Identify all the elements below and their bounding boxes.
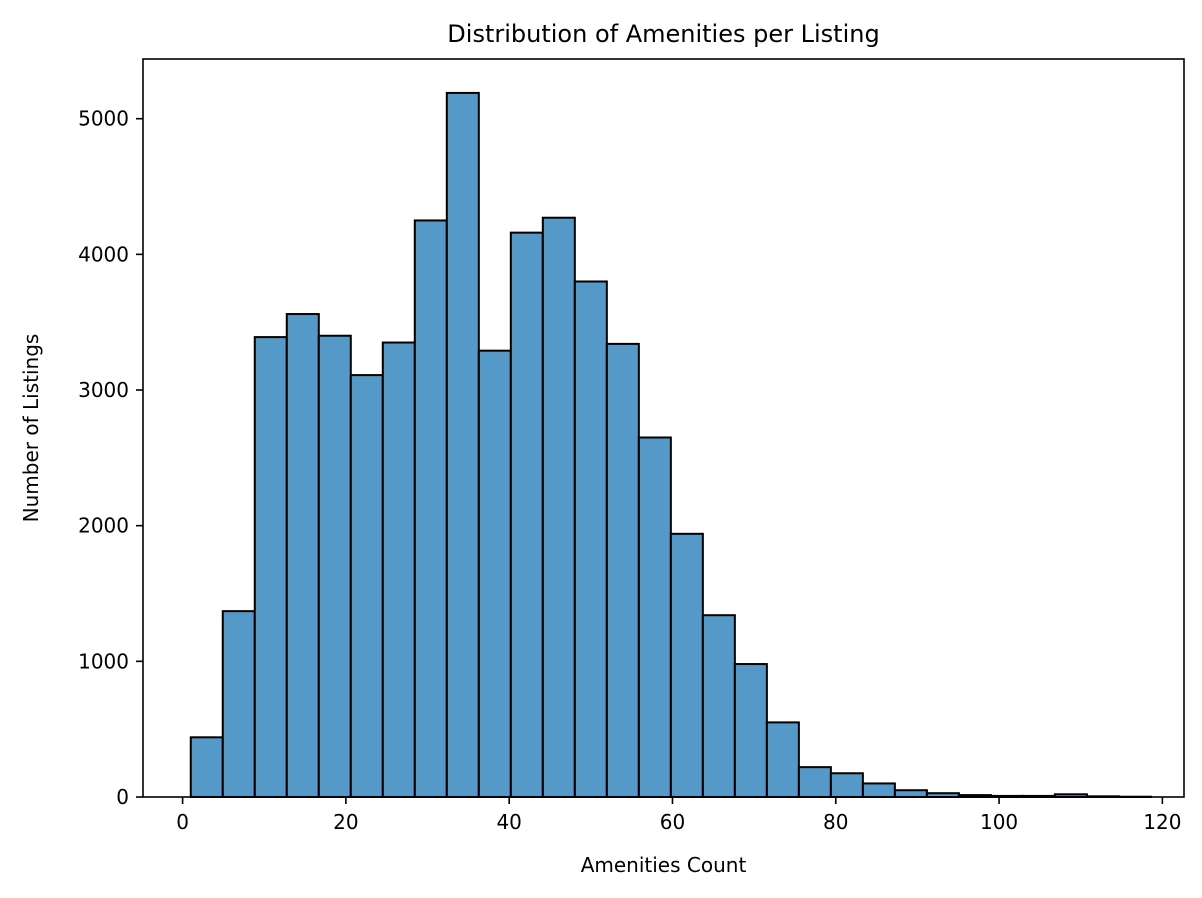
x-tick-label: 40 [496, 810, 521, 834]
y-axis-title: Number of Listings [19, 334, 43, 523]
y-tick-label: 1000 [78, 649, 129, 673]
y-tick-label: 2000 [78, 514, 129, 538]
histogram-bar [605, 342, 640, 798]
histogram-bar [285, 313, 320, 798]
histogram-bar [701, 614, 736, 799]
histogram-bar [733, 663, 768, 798]
histogram-bar [669, 532, 704, 798]
y-tick-label: 5000 [78, 107, 129, 131]
histogram-bar [637, 436, 672, 798]
histogram-bar [797, 766, 832, 799]
chart-title: Distribution of Amenities per Listing [447, 20, 879, 48]
histogram-bar [445, 91, 480, 798]
x-axis-title: Amenities Count [581, 853, 747, 877]
histogram-bar [509, 231, 544, 799]
histogram-bar [253, 336, 288, 798]
y-tick-label: 0 [116, 785, 129, 809]
histogram-bar [317, 334, 352, 798]
y-tick-label: 4000 [78, 242, 129, 266]
x-tick-label: 80 [823, 810, 848, 834]
x-tick-label: 120 [1143, 810, 1181, 834]
y-tick-label: 3000 [78, 378, 129, 402]
histogram-bar [541, 216, 576, 799]
histogram-bar [893, 789, 928, 799]
x-tick-label: 60 [660, 810, 685, 834]
histogram-bar [765, 721, 800, 799]
plot-frame [142, 58, 1185, 798]
histogram-bar [829, 772, 864, 799]
y-axis-ticks: 0 1000 2000 3000 4000 5000 [78, 107, 143, 809]
x-axis-ticks: 0 20 40 60 80 100 120 [176, 797, 1181, 834]
histogram-bar [861, 782, 896, 799]
axes-layer [142, 58, 1185, 798]
histogram-bar [413, 219, 448, 798]
histogram-bar [573, 280, 608, 798]
histogram-bar [477, 349, 512, 798]
histogram-bar [221, 610, 256, 798]
histogram-bar [381, 341, 416, 798]
x-tick-label: 0 [176, 810, 189, 834]
x-tick-label: 100 [980, 810, 1018, 834]
histogram-bar [189, 736, 224, 799]
x-tick-label: 20 [333, 810, 358, 834]
histogram-bar [349, 374, 384, 798]
bars-layer [189, 91, 1152, 799]
